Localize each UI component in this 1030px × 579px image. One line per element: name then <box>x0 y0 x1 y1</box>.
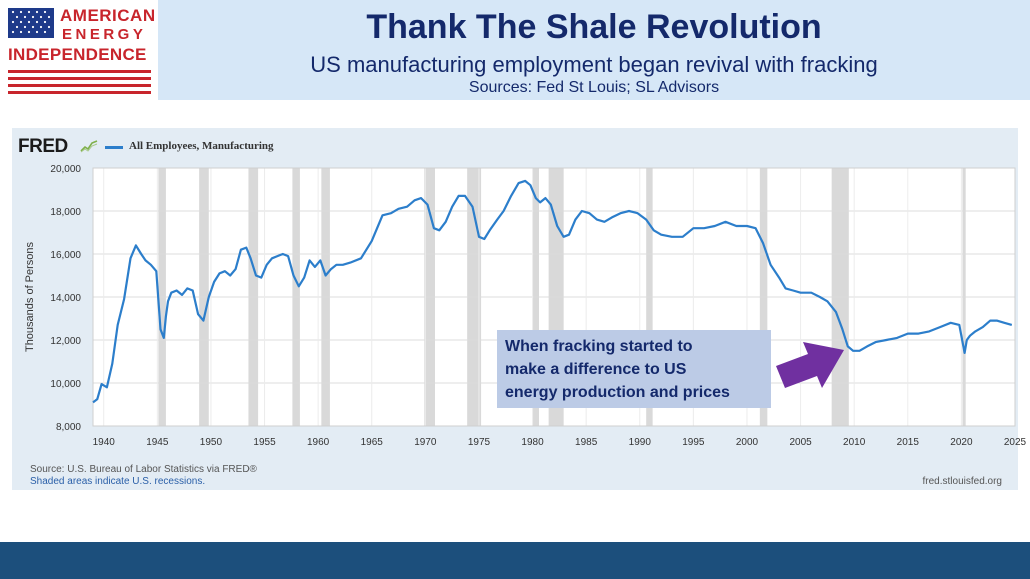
y-tick-label: 16,000 <box>50 250 81 261</box>
logo-line-energy: ENERGY <box>62 26 147 43</box>
fred-recession-note: Shaded areas indicate U.S. recessions. <box>30 476 206 487</box>
x-tick-label: 1990 <box>629 437 652 448</box>
annotation-line: energy production and prices <box>505 384 730 401</box>
x-tick-label: 2015 <box>897 437 920 448</box>
y-tick-label: 14,000 <box>50 293 81 304</box>
annotation-text: When fracking started to make a differen… <box>505 335 763 404</box>
x-tick-label: 1955 <box>253 437 276 448</box>
legend-label: All Employees, Manufacturing <box>129 140 274 152</box>
slide-sources: Sources: Fed St Louis; SL Advisors <box>468 79 720 96</box>
fred-url: fred.stlouisfed.org <box>922 476 1003 487</box>
slide-title: Thank The Shale Revolution <box>366 8 822 46</box>
slide-subtitle: US manufacturing employment began reviva… <box>310 52 878 77</box>
header-band <box>158 0 1030 100</box>
logo-line-american: AMERICAN <box>60 6 156 25</box>
x-tick-label: 2025 <box>1004 437 1027 448</box>
x-tick-label: 1985 <box>575 437 598 448</box>
legend-swatch <box>105 146 123 149</box>
x-tick-label: 1980 <box>521 437 544 448</box>
x-tick-label: 1950 <box>200 437 223 448</box>
x-tick-label: 2000 <box>736 437 759 448</box>
y-tick-label: 20,000 <box>50 164 81 175</box>
x-tick-label: 1940 <box>93 437 116 448</box>
x-tick-label: 1945 <box>146 437 169 448</box>
logo: AMERICAN ENERGY INDEPENDENCE <box>0 0 158 98</box>
logo-stripe <box>8 84 151 87</box>
fred-source-note: Source: U.S. Bureau of Labor Statistics … <box>30 464 257 475</box>
x-tick-label: 2005 <box>789 437 812 448</box>
y-tick-label: 10,000 <box>50 379 81 390</box>
footer-bar <box>0 542 1030 579</box>
us-flag-icon <box>8 8 54 38</box>
y-tick-label: 18,000 <box>50 207 81 218</box>
x-tick-label: 1975 <box>468 437 491 448</box>
x-tick-label: 1965 <box>361 437 384 448</box>
series-line <box>92 179 1013 404</box>
y-tick-label: 8,000 <box>56 422 81 433</box>
plot-border <box>92 167 1016 427</box>
annotation-line: make a difference to US <box>505 361 687 378</box>
logo-stripe <box>8 70 151 73</box>
logo-stripe <box>8 77 151 80</box>
annotation-box: When fracking started to make a differen… <box>497 330 771 408</box>
y-axis-label: Thousands of Persons <box>24 241 36 352</box>
fred-logo: FRED <box>18 136 68 157</box>
y-tick-label: 12,000 <box>50 336 81 347</box>
x-tick-label: 1995 <box>682 437 705 448</box>
logo-stripe <box>8 91 151 94</box>
annotation-line: When fracking started to <box>505 338 693 355</box>
fred-chart-icon <box>80 140 98 153</box>
logo-line-independence: INDEPENDENCE <box>8 45 147 64</box>
x-tick-label: 1970 <box>414 437 437 448</box>
x-tick-label: 2010 <box>843 437 866 448</box>
annotation-arrow-icon <box>776 342 844 388</box>
x-tick-label: 2020 <box>950 437 973 448</box>
x-tick-label: 1960 <box>307 437 330 448</box>
